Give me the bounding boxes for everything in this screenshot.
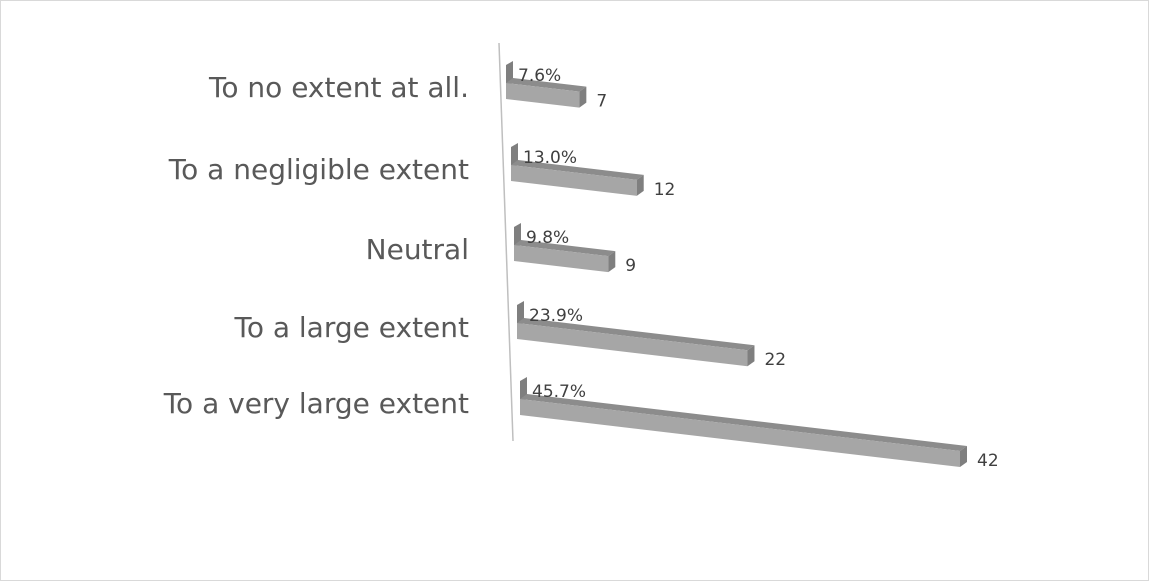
bar-count-3 xyxy=(517,323,748,367)
bar-end-2 xyxy=(608,251,616,273)
category-label-3: To a large extent xyxy=(233,311,469,344)
percent-label-4: 45.7% xyxy=(532,382,586,402)
category-label-4: To a very large extent xyxy=(163,387,469,420)
bar-top-0 xyxy=(506,78,587,92)
bar-count-4 xyxy=(520,399,960,467)
count-label-4: 42 xyxy=(977,451,999,471)
bar-count-2 xyxy=(514,245,609,273)
bar-top-1 xyxy=(511,160,644,180)
count-label-2: 9 xyxy=(625,256,636,276)
bar-end-4 xyxy=(960,446,967,467)
bar-end-0 xyxy=(579,86,587,108)
percent-label-3: 23.9% xyxy=(529,306,583,326)
category-label-2: Neutral xyxy=(366,233,469,266)
bar-count-1 xyxy=(511,165,637,196)
count-label-1: 12 xyxy=(654,180,676,200)
labels-layer: To no extent at all. 7.6% 7 To a negligible… xyxy=(163,66,999,471)
bar-top-2 xyxy=(514,240,616,257)
category-axis-line xyxy=(498,42,514,442)
count-label-3: 22 xyxy=(764,350,786,370)
bar-count-0 xyxy=(506,83,580,108)
percent-label-0: 7.6% xyxy=(518,66,561,86)
bars-layer xyxy=(506,61,967,467)
category-label-0: To no extent at all. xyxy=(208,71,469,104)
count-label-0: 7 xyxy=(596,92,607,112)
percent-label-2: 9.8% xyxy=(526,228,569,248)
bar-end-1 xyxy=(636,174,644,196)
category-label-1: To a negligible extent xyxy=(168,153,469,186)
bar-end-3 xyxy=(747,345,755,367)
percent-label-1: 13.0% xyxy=(523,148,577,168)
bar-top-4 xyxy=(520,394,967,451)
bar-top-3 xyxy=(517,318,755,351)
